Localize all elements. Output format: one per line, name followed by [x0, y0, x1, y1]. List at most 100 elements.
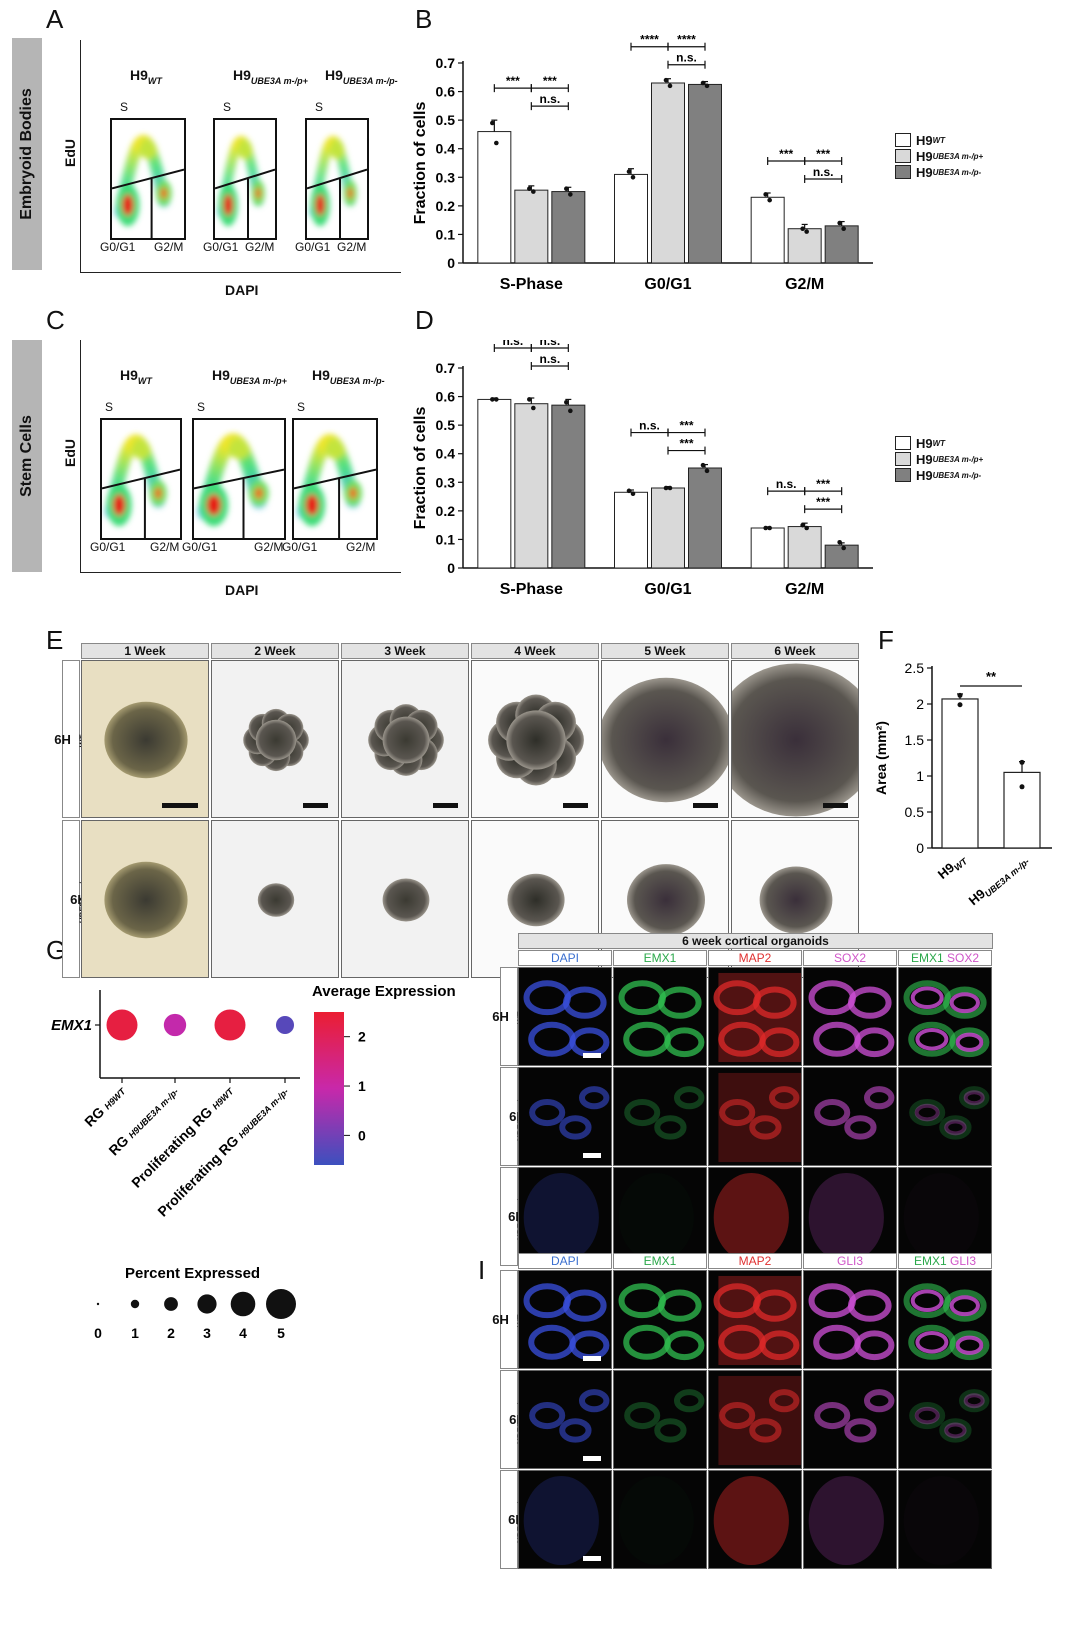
immuno-image: [898, 1470, 992, 1569]
organoid-body: [732, 663, 858, 817]
gene-label: EMX1: [51, 1017, 92, 1034]
rosette: [673, 1389, 705, 1413]
y-tick-label: 0.6: [436, 84, 456, 100]
rosette: [813, 1021, 861, 1057]
legend-swatch: [895, 436, 911, 450]
category-label: RG H9WT: [81, 1082, 129, 1130]
bar: [614, 173, 648, 264]
data-point: [767, 525, 772, 531]
sig-label: n.s.: [502, 340, 523, 348]
data-point: [1019, 784, 1025, 790]
rosette: [529, 1099, 566, 1127]
channel-header: DAPI: [518, 1253, 612, 1269]
sig-label: ***: [816, 495, 830, 509]
channel-name: EMX1: [643, 1254, 677, 1268]
flow-density: [194, 433, 284, 538]
flow-axes: [80, 40, 401, 273]
s-cloud: [131, 440, 151, 459]
g0g1-gate-label: G0/G1: [90, 540, 126, 554]
size-tick-label: 3: [203, 1325, 211, 1341]
immuno-image: [898, 967, 992, 1066]
rosette: [753, 1289, 797, 1322]
rosette: [759, 1027, 800, 1058]
legend-swatch: [895, 468, 911, 482]
organoid-body: [104, 701, 188, 779]
immuno-row-label: H9UBE3A m-/p+: [500, 1370, 526, 1469]
category-label-sub: H9UBE3A m-/p-: [127, 1086, 181, 1140]
flow-title-base: H9: [120, 367, 138, 383]
immuno-image: [803, 1370, 897, 1469]
organoid-image: [81, 660, 209, 818]
immuno-svg: [718, 1375, 801, 1466]
y-tick-label: 0.6: [436, 389, 456, 405]
category-label: S-Phase: [500, 276, 563, 293]
panel-letter-g: G: [46, 935, 67, 965]
data-point: [667, 83, 673, 89]
flow-density: [215, 135, 275, 238]
immuno-row-label: H9UBE3A m-/p-: [500, 1470, 525, 1569]
legend-item-het: H9 UBE3A m-/p+: [895, 148, 983, 164]
sig-label: ***: [679, 437, 693, 451]
scale-bar: [162, 803, 198, 808]
sig-label: ****: [677, 35, 696, 47]
g2-core: [348, 487, 358, 500]
data-point: [804, 229, 809, 234]
rosette: [658, 1289, 702, 1322]
legend-swatch: [895, 452, 911, 466]
g1-core: [223, 194, 233, 216]
organoid-svg: [382, 878, 430, 922]
organoid-svg: [627, 864, 705, 936]
rosette: [814, 1099, 851, 1127]
organoid-svg: [759, 866, 833, 934]
tissue-fill: [904, 1173, 979, 1262]
immuno-image: [613, 1270, 707, 1369]
immuno-svg: [899, 1168, 992, 1266]
scale-bar: [583, 1153, 601, 1158]
rosette: [664, 1330, 705, 1361]
rosette: [578, 1389, 610, 1413]
y-tick-label: 1: [916, 768, 924, 784]
immuno-image: [898, 1370, 992, 1469]
immuno-svg: [713, 1172, 789, 1263]
channel-name: SOX2: [943, 951, 980, 965]
rosette: [808, 1283, 856, 1319]
s-cloud: [325, 440, 345, 459]
organoid-body: [627, 864, 705, 936]
immuno-image: [708, 1370, 802, 1469]
data-point: [663, 485, 669, 491]
rosette-green: [909, 1099, 946, 1127]
g1-core: [112, 494, 126, 516]
category-label: G2/M: [785, 276, 824, 293]
sig-label: ***: [679, 419, 693, 433]
organoid-image: [341, 660, 469, 818]
organoid-body: [759, 866, 833, 934]
immuno-svg: [909, 1389, 990, 1443]
s-cloud: [329, 140, 345, 159]
data-point: [804, 525, 809, 531]
organoid-body: [506, 710, 566, 770]
data-point: [800, 226, 805, 232]
immuno-row-label: H9WT: [492, 967, 525, 1066]
sig-label: **: [986, 669, 997, 684]
organoid-image: [211, 820, 339, 978]
week-header: 2 Week: [211, 643, 339, 659]
category-label: S-Phase: [500, 581, 563, 598]
bar: [514, 189, 549, 264]
y-tick-label: 0.7: [436, 55, 456, 71]
bar: [651, 487, 685, 569]
data-point: [667, 485, 673, 491]
immuno-image: [898, 1167, 992, 1266]
panel-letter-c: C: [46, 305, 65, 335]
rosette-magenta: [915, 1027, 949, 1051]
rosette: [569, 1027, 610, 1058]
flow-cloud: [308, 135, 357, 227]
color-bar: [314, 1012, 344, 1165]
category-label: G0/G1: [644, 581, 691, 598]
rosette-green: [958, 1389, 990, 1413]
rosette: [654, 1418, 687, 1443]
data-point: [763, 525, 768, 531]
bar: [787, 526, 822, 569]
size-legend-title: Percent Expressed: [125, 1265, 260, 1282]
channel-name: SOX2: [833, 951, 866, 965]
channel-name: EMX1: [913, 1254, 947, 1268]
